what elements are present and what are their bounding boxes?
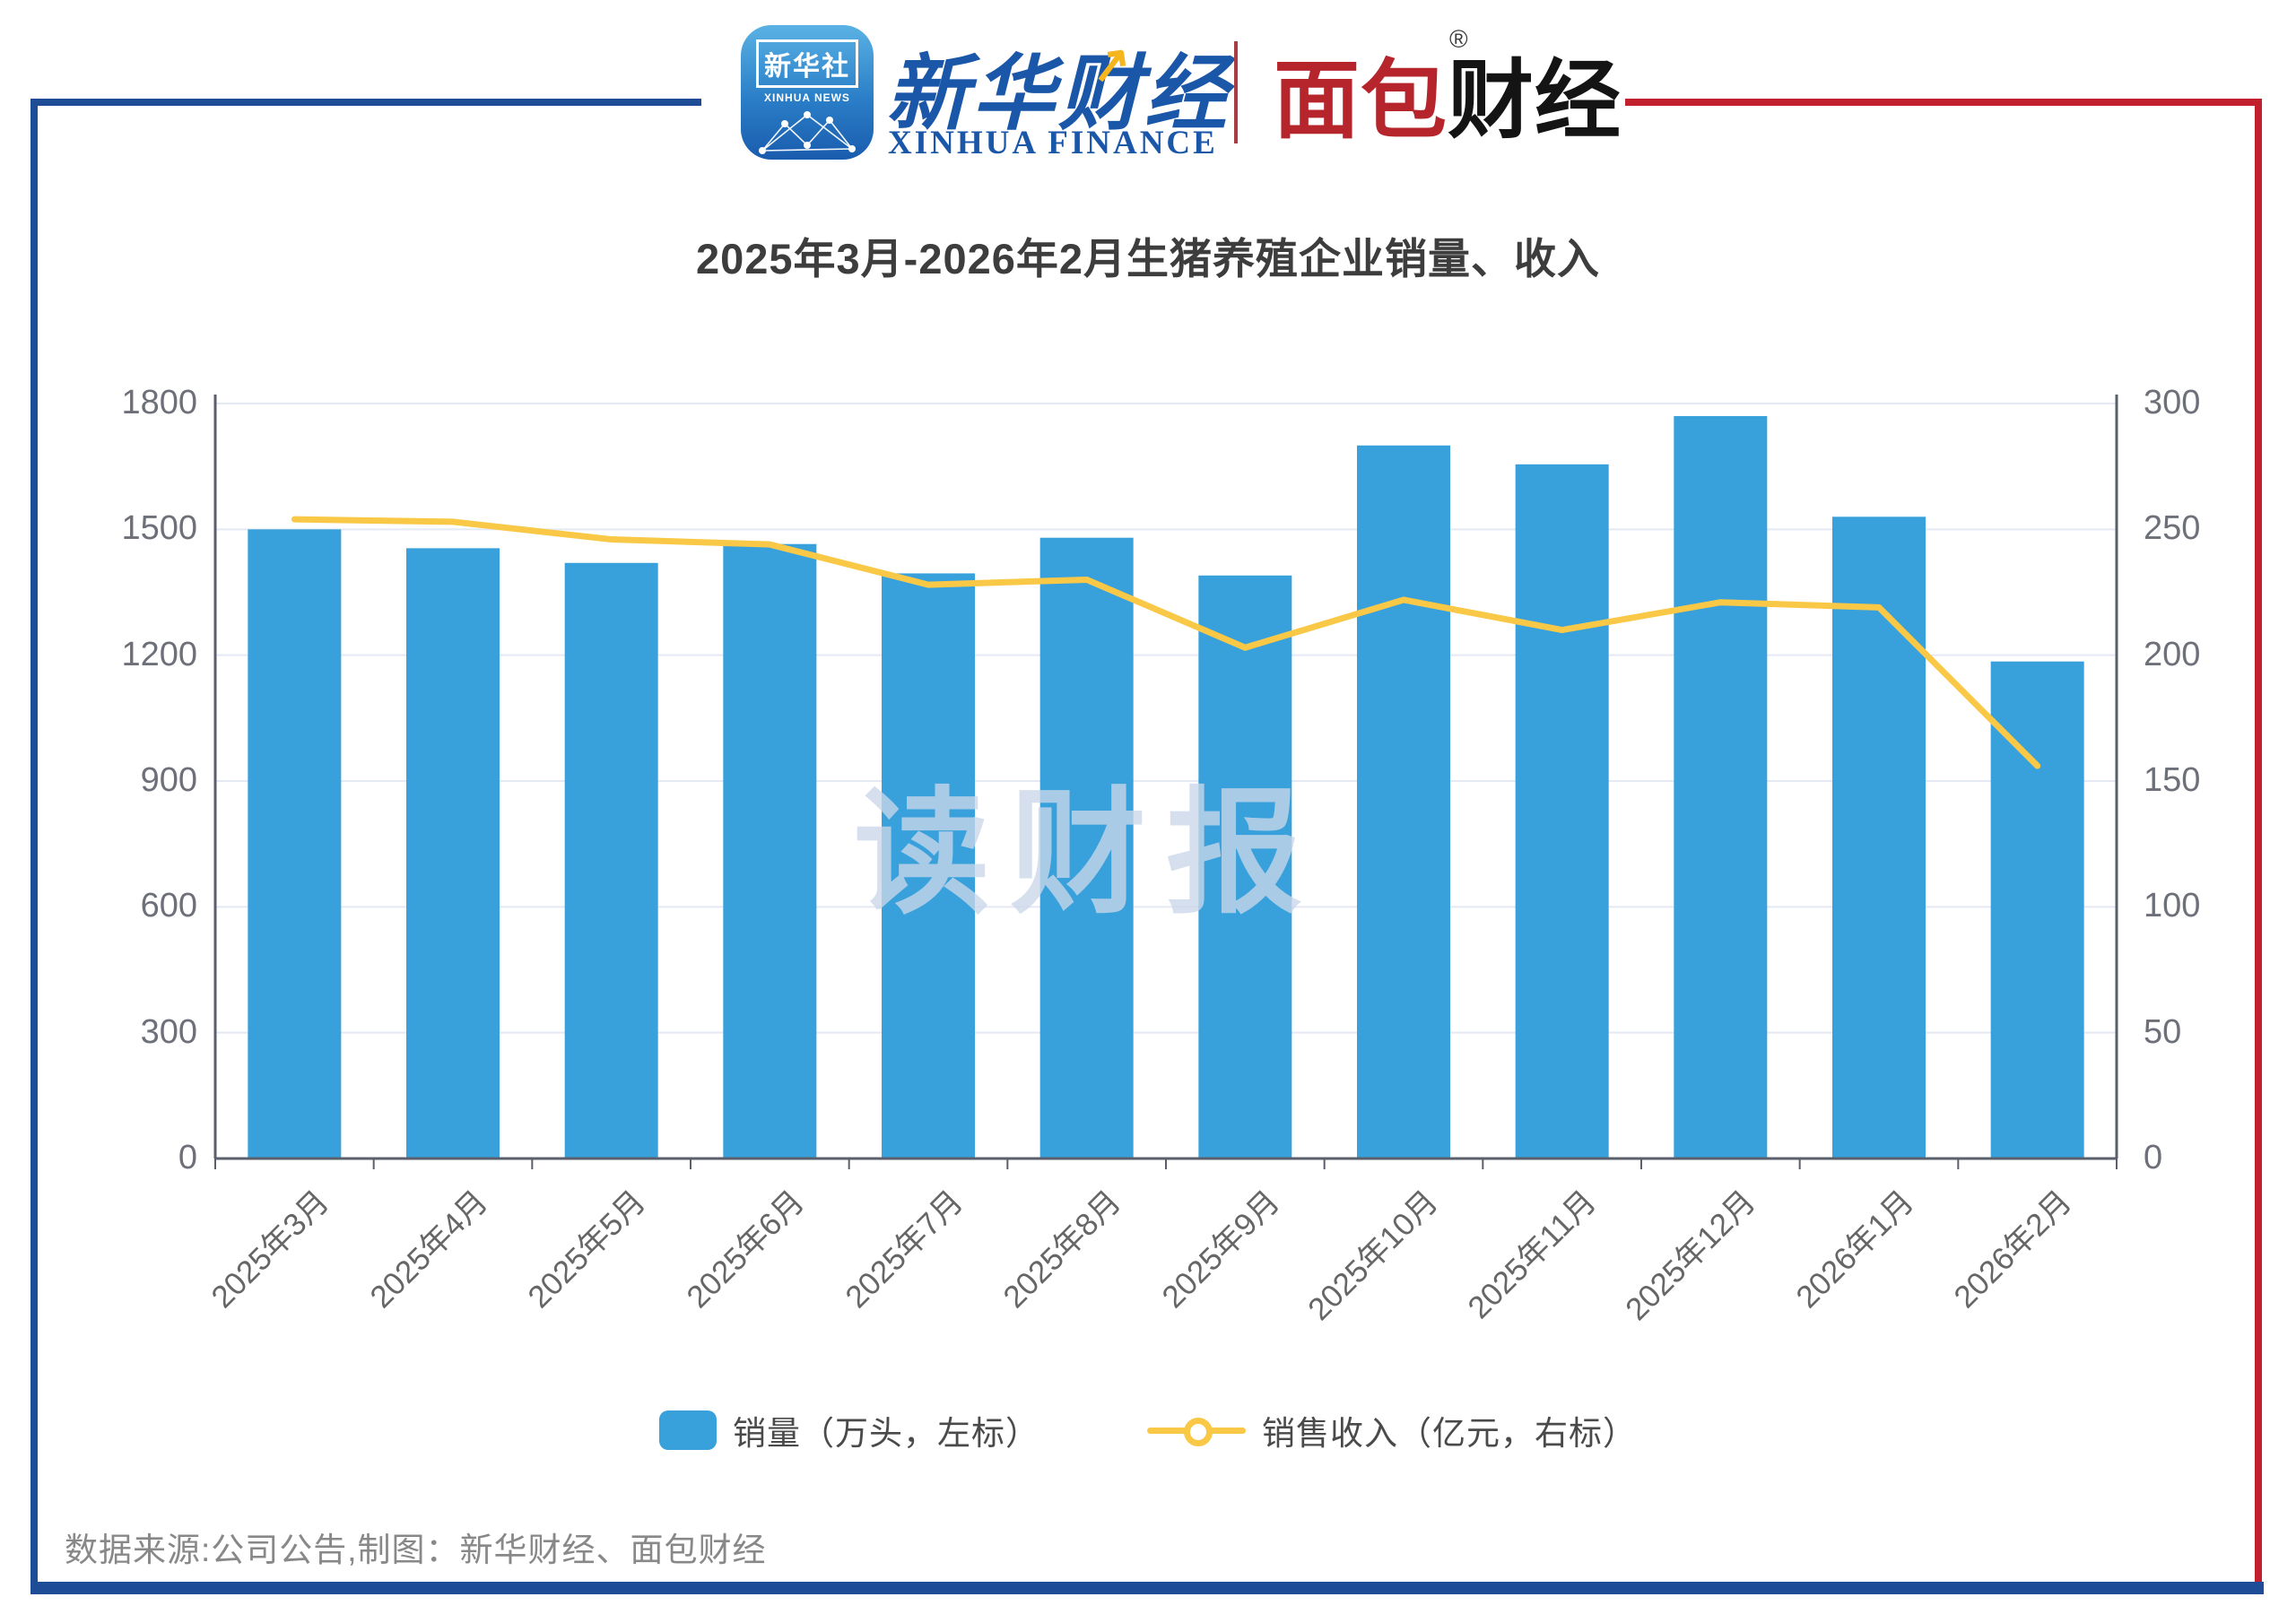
frame-left-line — [30, 99, 38, 1594]
left-axis-tick-900: 900 — [140, 761, 197, 799]
right-axis-tick-150: 150 — [2144, 761, 2201, 799]
bar-2025年7月 — [882, 573, 975, 1159]
right-axis-tick-100: 100 — [2144, 887, 2201, 925]
bar-2026年1月 — [1832, 516, 1926, 1159]
left-axis-tick-600: 600 — [140, 887, 197, 925]
bar-2025年3月 — [248, 529, 342, 1159]
bar-2025年8月 — [1039, 537, 1134, 1159]
legend-item-revenue: 销售收入（亿元，右标） — [1147, 1406, 1637, 1454]
watermark-text: 读财报 — [854, 777, 1322, 930]
left-axis-tick-1200: 1200 — [121, 635, 197, 673]
logo-divider — [1234, 41, 1238, 143]
frame-top-blue-line — [30, 99, 701, 106]
left-axis-tick-300: 300 — [140, 1012, 197, 1051]
bar-2025年6月 — [723, 543, 817, 1159]
revenue-line-swatch-icon — [1147, 1410, 1246, 1450]
bar-2025年9月 — [1198, 575, 1292, 1159]
bar-2026年2月 — [1990, 661, 2084, 1159]
bar-2025年12月 — [1674, 416, 1768, 1159]
bar-2025年10月 — [1357, 445, 1450, 1159]
right-axis-tick-200: 200 — [2144, 635, 2201, 673]
legend-revenue-label: 销售收入（亿元，右标） — [1262, 1415, 1637, 1452]
registered-mark-icon: ® — [1449, 25, 1469, 53]
xinhua-news-cn-label: 新华社 — [756, 39, 858, 88]
mianbao-black-text: 财经 — [1448, 53, 1622, 149]
right-axis-tick-300: 300 — [2144, 384, 2201, 421]
legend-sales-label: 销量（万头，左标） — [733, 1415, 1039, 1452]
right-axis-tick-0: 0 — [2144, 1139, 2163, 1176]
xinhua-finance-cn-logo: 新华财经 — [886, 48, 1231, 140]
xinhua-news-app-icon: 新华社 XINHUA NEWS — [741, 25, 874, 160]
xinhua-finance-en-logo: XINHUA FINANCE — [888, 125, 1218, 161]
frame-right-line — [2255, 99, 2262, 1594]
left-axis-tick-0: 0 — [178, 1139, 197, 1176]
bar-2025年4月 — [406, 548, 500, 1159]
xinhua-news-en-label: XINHUA NEWS — [764, 91, 850, 104]
bar-2025年5月 — [564, 562, 658, 1159]
left-axis-tick-1800: 1800 — [121, 384, 197, 421]
bar-2025年11月 — [1515, 464, 1609, 1159]
network-globe-icon — [759, 111, 856, 154]
mianbao-finance-logo: 面包财经 ® — [1274, 25, 1622, 155]
chart-legend: 销量（万头，左标） 销售收入（亿元，右标） — [0, 1406, 2296, 1454]
revenue-line — [291, 516, 2041, 769]
frame-bottom-bar — [34, 1582, 2264, 1594]
sales-bar-swatch-icon — [659, 1410, 717, 1450]
right-axis-tick-250: 250 — [2144, 509, 2201, 548]
legend-item-sales: 销量（万头，左标） — [659, 1406, 1039, 1454]
page-title: 2025年3月-2026年2月生猪养殖企业销量、收入 — [695, 235, 1601, 282]
mianbao-red-text: 面包 — [1274, 53, 1448, 149]
right-axis-tick-50: 50 — [2144, 1012, 2182, 1051]
data-source-note: 数据来源:公司公告,制图：新华财经、面包财经 — [65, 1532, 767, 1568]
left-axis-tick-1500: 1500 — [121, 509, 197, 548]
frame-top-red-line — [1625, 99, 2262, 106]
